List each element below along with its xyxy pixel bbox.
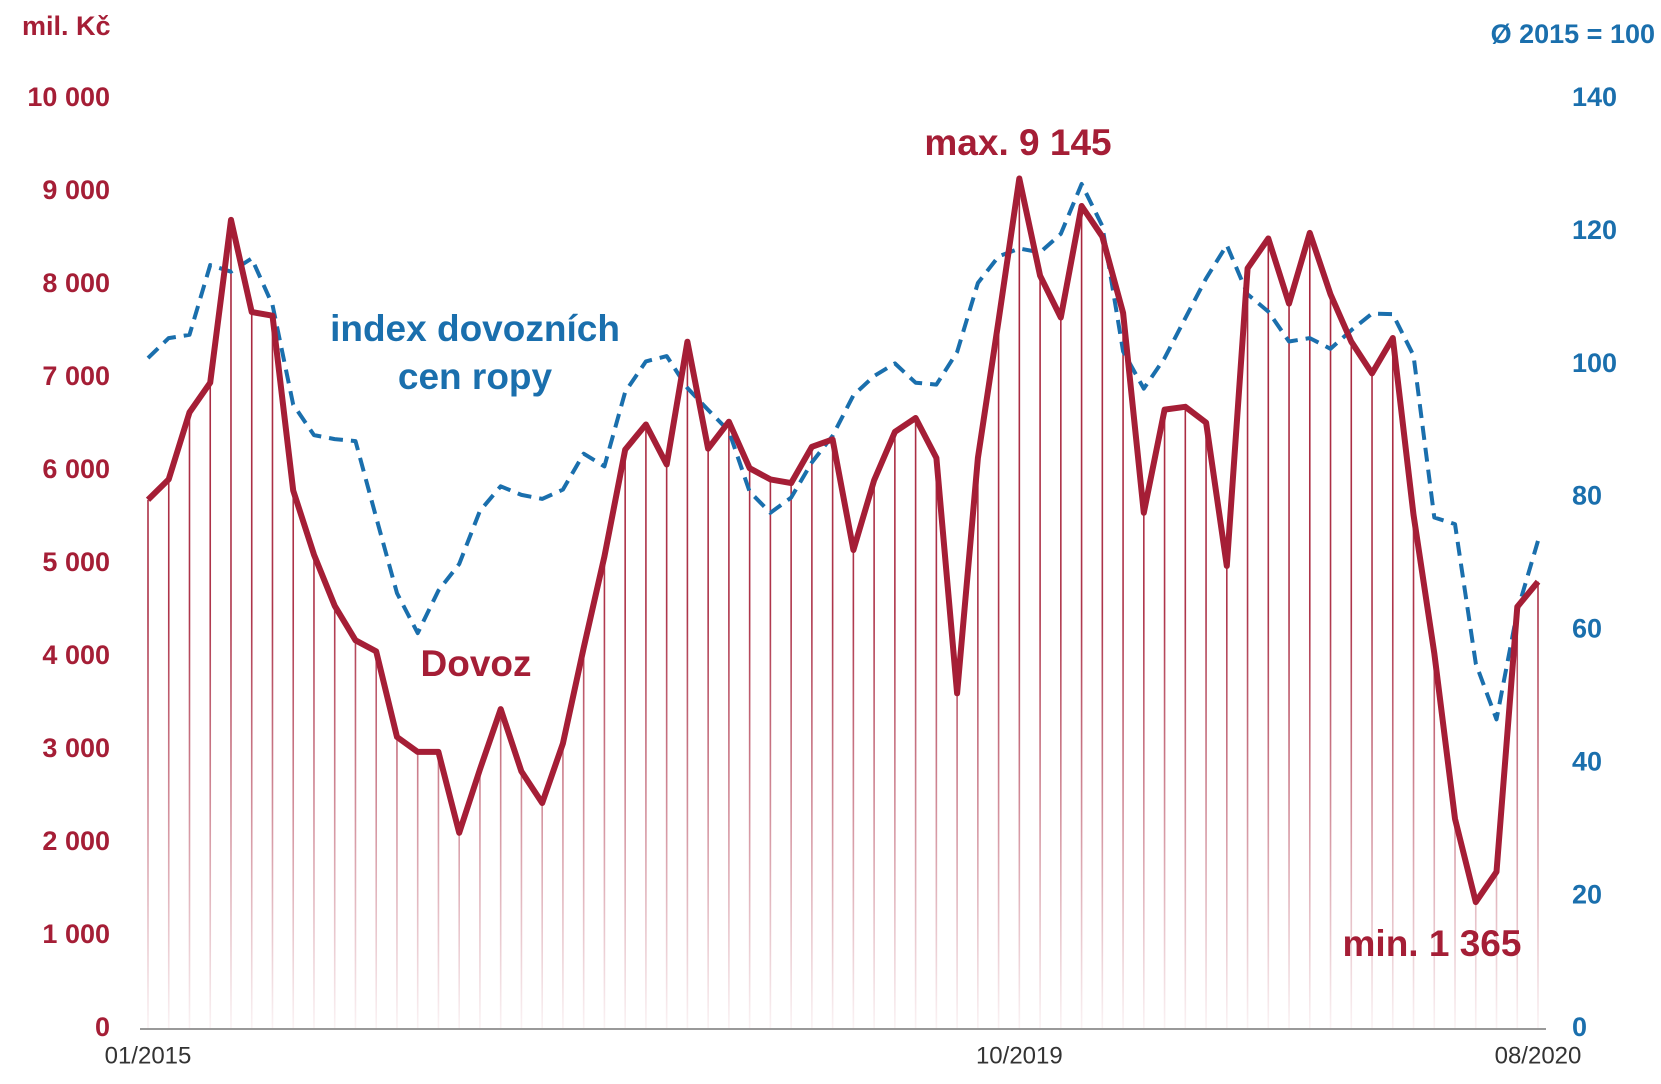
y2-tick-label: 140 [1572,82,1617,112]
x-tick-label: 08/2020 [1495,1042,1582,1069]
y-tick-label: 7 000 [42,361,110,391]
y-tick-label: 0 [95,1012,110,1042]
y-tick-label: 2 000 [42,826,110,856]
y-tick-label: 6 000 [42,454,110,484]
y2-tick-label: 100 [1572,348,1617,378]
annotation-max: max. 9 145 [924,122,1111,163]
y-tick-label: 9 000 [42,175,110,205]
x-tick-label: 01/2015 [105,1042,192,1069]
y-tick-label: 10 000 [27,82,110,112]
y2-tick-label: 60 [1572,614,1602,644]
y-tick-label: 3 000 [42,733,110,763]
series-line [145,175,1541,906]
y-axis-label: mil. Kč [22,11,111,41]
y2-tick-label: 40 [1572,746,1602,776]
series-label: index dovozních cen ropy [330,308,620,397]
y-tick-label: 4 000 [42,640,110,670]
y2-axis-label: Ø 2015 = 100 [1491,19,1655,49]
series-label: Dovoz [421,643,532,684]
x-tick-label: 10/2019 [976,1042,1063,1069]
y2-tick-label: 120 [1572,215,1617,245]
y-tick-label: 8 000 [42,268,110,298]
y-tick-label: 1 000 [42,919,110,949]
y-tick-label: 5 000 [42,547,110,577]
y2-tick-label: 0 [1572,1012,1587,1042]
y2-tick-label: 20 [1572,879,1602,909]
series-line [146,182,1540,722]
annotation-min: min. 1 365 [1343,923,1522,964]
y2-tick-label: 80 [1572,481,1602,511]
